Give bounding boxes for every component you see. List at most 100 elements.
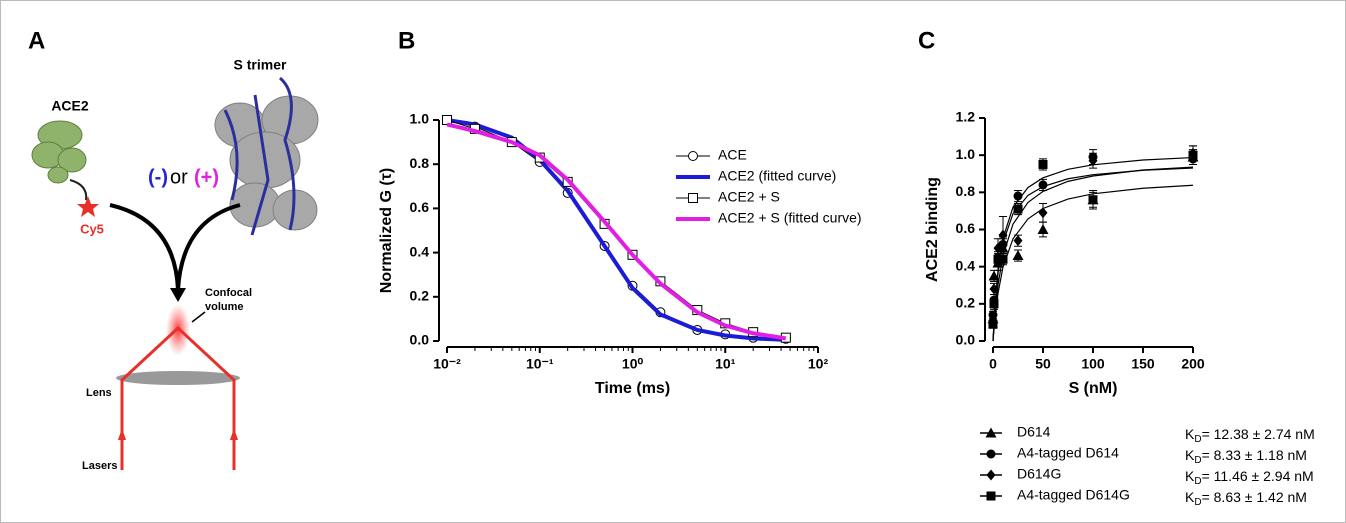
marker xyxy=(986,469,996,481)
ace2-protein xyxy=(31,120,87,184)
panel-label: B xyxy=(398,27,415,54)
kd-value: = 8.33 ± 1.18 nM xyxy=(1202,447,1307,463)
label: (+) xyxy=(194,166,219,188)
label: S trimer xyxy=(234,57,287,73)
marker xyxy=(993,254,1003,264)
kd-label: KD= 11.46 ± 2.94 nM xyxy=(1185,468,1314,487)
label: volume xyxy=(205,301,244,313)
marker xyxy=(688,151,698,161)
label: Lens xyxy=(86,387,112,399)
kd-subscript: D xyxy=(1194,497,1201,508)
marker xyxy=(1038,159,1048,169)
y-tick-label: 0.6 xyxy=(956,220,976,236)
laser-beam xyxy=(120,325,236,470)
marker xyxy=(1088,155,1098,167)
kd-subscript: D xyxy=(1194,434,1201,445)
kd-label: KD= 8.63 ± 1.42 nM xyxy=(1185,489,1307,508)
panel-label: C xyxy=(918,27,935,54)
y-tick-label: 0.0 xyxy=(956,332,976,348)
y-tick-label: 0.4 xyxy=(956,257,976,273)
kd-symbol: K xyxy=(1185,468,1195,484)
kd-value: = 8.63 ± 1.42 nM xyxy=(1202,489,1307,505)
kd-value: = 12.38 ± 2.74 nM xyxy=(1202,426,1315,442)
chain xyxy=(223,76,296,236)
label: Lasers xyxy=(82,460,117,472)
marker xyxy=(1188,150,1198,160)
panel-label: A xyxy=(28,27,45,54)
x-tick-label: 50 xyxy=(1035,356,1051,372)
kd-subscript: D xyxy=(1194,455,1201,466)
legend-label: D614G xyxy=(1017,466,1061,482)
y-tick-label: 0.6 xyxy=(410,199,430,215)
x-tick-label: 10⁻² xyxy=(433,356,461,372)
legend-label: ACE2 + S (fitted curve) xyxy=(718,210,862,226)
x-tick-label: 10⁰ xyxy=(622,356,644,372)
y-tick-label: 0.4 xyxy=(410,243,430,259)
label: or xyxy=(170,166,188,188)
marker xyxy=(1013,204,1023,214)
marker xyxy=(1012,250,1024,261)
kd-symbol: K xyxy=(1185,489,1195,505)
marker xyxy=(1088,195,1098,205)
x-tick-label: 200 xyxy=(1181,356,1205,372)
marker xyxy=(985,427,997,438)
y-tick-label: 1.0 xyxy=(956,146,976,162)
y-tick-label: 0.8 xyxy=(410,155,430,171)
legend-label: ACE2 + S xyxy=(718,189,780,205)
marker xyxy=(988,319,998,329)
x-tick-label: 100 xyxy=(1081,356,1105,372)
kd-subscript: D xyxy=(1194,476,1201,487)
kd-label: KD= 8.33 ± 1.18 nM xyxy=(1185,447,1307,466)
marker xyxy=(988,270,1000,281)
merge-arrow xyxy=(109,203,241,291)
series-line xyxy=(446,122,787,341)
marker xyxy=(1037,224,1049,234)
legend-label: D614 xyxy=(1017,424,1051,440)
x-tick-label: 10² xyxy=(808,356,829,372)
x-tick-label: 0 xyxy=(989,356,997,372)
y-tick-label: 1.2 xyxy=(956,109,976,125)
y-tick-label: 0.2 xyxy=(410,288,430,304)
diagram: ACE2 Cy5 S trimer (-) or (+) Confocal vo… xyxy=(31,57,319,472)
marker xyxy=(1038,207,1048,219)
kd-symbol: K xyxy=(1185,447,1195,463)
x-axis-label: S (nM) xyxy=(1069,380,1118,397)
label: Cy5 xyxy=(80,221,104,236)
legend-label: ACE xyxy=(718,147,747,163)
y-axis-label: Normalized G (τ) xyxy=(378,168,395,293)
label: (-) xyxy=(148,166,168,188)
y-tick-label: 0.8 xyxy=(956,183,976,199)
marker xyxy=(1013,235,1023,247)
y-axis-label: ACE2 binding xyxy=(924,177,941,282)
marker xyxy=(986,491,996,501)
x-tick-label: 10⁻¹ xyxy=(526,356,554,372)
x-tick-label: 150 xyxy=(1131,356,1155,372)
marker xyxy=(986,449,996,459)
arrow-head xyxy=(170,288,186,302)
y-tick-label: 1.0 xyxy=(410,111,430,127)
series-line xyxy=(446,118,786,342)
marker xyxy=(993,242,1003,254)
lens xyxy=(116,371,240,385)
fit-curve xyxy=(992,156,1194,342)
marker xyxy=(1038,180,1048,190)
label: ACE2 xyxy=(51,98,89,114)
label: Confocal xyxy=(205,287,252,299)
marker xyxy=(989,299,999,309)
legend-label: ACE2 (fitted curve) xyxy=(718,168,836,184)
kd-symbol: K xyxy=(1185,426,1195,442)
legend-label: A4-tagged D614G xyxy=(1017,487,1130,503)
legend-label: A4-tagged D614 xyxy=(1017,445,1119,461)
beam-arrow xyxy=(118,428,126,440)
marker xyxy=(688,193,698,203)
linker xyxy=(69,179,88,201)
y-tick-label: 0.0 xyxy=(410,332,430,348)
x-axis-label: Time (ms) xyxy=(595,380,670,397)
marker xyxy=(998,254,1008,264)
beam-arrow xyxy=(230,428,238,440)
x-tick-label: 10¹ xyxy=(715,356,736,372)
y-tick-label: 0.2 xyxy=(956,295,976,311)
kd-value: = 11.46 ± 2.94 nM xyxy=(1202,468,1314,484)
